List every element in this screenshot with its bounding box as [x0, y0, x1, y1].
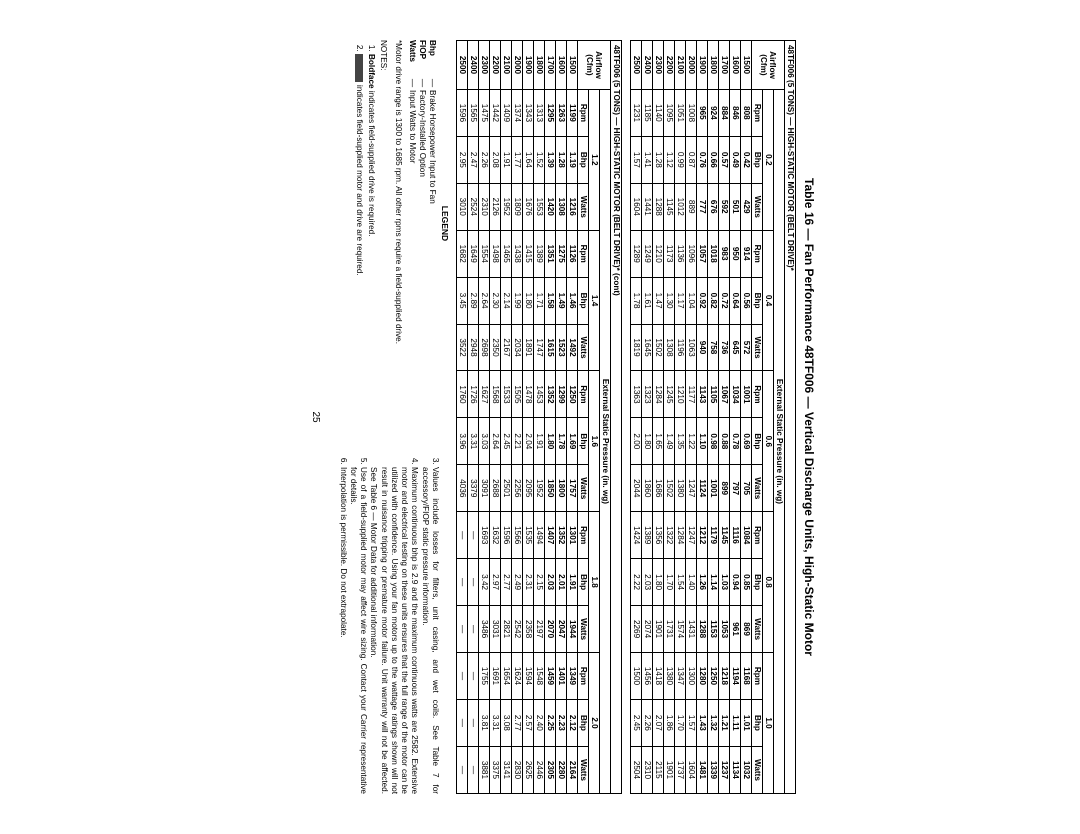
sub-row: RpmBhpWattsRpmBhpWattsRpmBhpWattsRpmBhpW… — [752, 41, 763, 794]
note-item: indicates field-supplied motor and drive… — [354, 54, 364, 407]
note-item: Maximum continuous bhp is 2.9 and the ma… — [368, 467, 419, 794]
table-row: 17008840.575929830.7273610670.8889911451… — [719, 41, 730, 794]
table-row: 19009650.7677710570.9294011431.101124121… — [697, 41, 708, 794]
sub-row: RpmBhpWattsRpmBhpWattsRpmBhpWattsRpmBhpW… — [578, 41, 589, 794]
legend-item: Bhp—Brake Horsepower Input to Fan — [427, 40, 437, 407]
section-heading: 48TF006 (5 TONS) — HIGH-STATIC MOTOR (BE… — [785, 41, 796, 794]
table-row: 210014091.91195214652.14216715332.452501… — [501, 41, 512, 794]
table-row: 160012631.28130812751.49152312991.781800… — [556, 41, 567, 794]
legend-left: LEGEND Bhp—Brake Horsepower Input to Fan… — [329, 40, 450, 407]
note-item: Interpolation is permissible. Do not ext… — [338, 467, 348, 794]
table-row: 210010510.99101211361.17119612101.351380… — [675, 41, 686, 794]
table-row: 220014422.08212614982.30235015682.642688… — [490, 41, 501, 794]
table-row: 16008460.495019500.6464510340.7879711160… — [730, 41, 741, 794]
table-row: 220010951.12114511731.30130812451.491502… — [664, 41, 675, 794]
table-row: 18009240.6667610180.8275811050.981001117… — [708, 41, 719, 794]
section-heading: 48TF006 (5 TONS) — HIGH-STATIC MOTOR (BE… — [611, 41, 622, 794]
note-item: Values include losses for filters, unit … — [420, 467, 441, 794]
legend-item: FIOP—Factory-Installed Option — [417, 40, 427, 407]
legend-right: Values include losses for filters, unit … — [329, 427, 450, 794]
legend-item: Watts—Input Watts to Motor — [407, 40, 417, 407]
fan-table-2: 48TF006 (5 TONS) — HIGH-STATIC MOTOR (BE… — [456, 40, 622, 794]
table-row: 240011851.41144112491.61164513231.801860… — [642, 41, 653, 794]
note-item: Use of a field-supplied motor may affect… — [348, 467, 369, 794]
table-row: 150011991.19121611261.46149212501.691757… — [567, 41, 578, 794]
table-row: 200010080.8788910961.04106311771.2212471… — [686, 41, 697, 794]
table-row: 190013431.64167614151.80189114782.042095… — [523, 41, 534, 794]
esp-row: 0.20.40.60.81.0 — [763, 41, 774, 794]
table-row: 180013131.52155313891.71174714531.911952… — [534, 41, 545, 794]
table-row: 170012951.39142013511.58161513521.801850… — [545, 41, 556, 794]
fan-table-1: 48TF006 (5 TONS) — HIGH-STATIC MOTOR (BE… — [630, 40, 796, 794]
page-number: 25 — [310, 40, 321, 794]
page-title: Table 16 — Fan Performance 48TF006 — Ver… — [802, 40, 816, 794]
table-row: 240015652.47252416492.89294817263.313379… — [468, 41, 479, 794]
note-item: Boldface indicates field-supplied drive … — [366, 54, 376, 407]
table-row: 230014752.26231015542.64269816273.033091… — [479, 41, 490, 794]
table-row: 230011401.28128812101.47150212841.651686… — [653, 41, 664, 794]
esp-row: 1.21.41.61.82.0 — [589, 41, 600, 794]
table-row: 250012311.57160412891.78181913632.002044… — [631, 41, 642, 794]
table-row: 200013741.77180914381.99203415052.212256… — [512, 41, 523, 794]
footnote: *Motor drive range is 1300 to 1685 rpm. … — [392, 40, 402, 407]
table-row: 250015962.95301016823.45352217603.964036… — [457, 41, 468, 794]
table-row: 15008080.424299140.5657210010.6970510840… — [741, 41, 752, 794]
